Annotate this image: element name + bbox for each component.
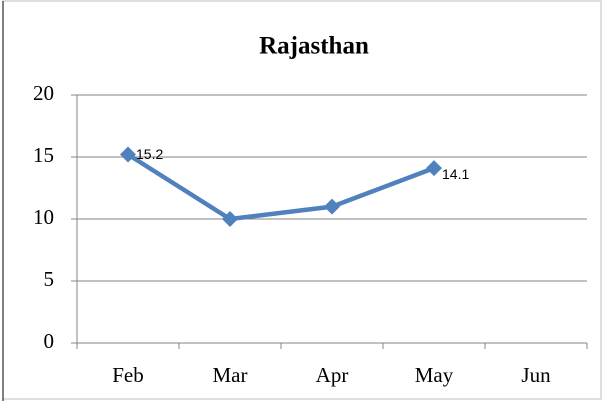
x-tick-label: May (415, 363, 454, 387)
x-tick-label: Mar (213, 363, 248, 387)
marker (120, 146, 136, 163)
x-tick-label: Apr (316, 363, 349, 387)
marker (222, 211, 238, 227)
y-tick-label: 5 (44, 267, 55, 291)
x-tick-label: Jun (521, 363, 551, 387)
x-tick-label: Feb (112, 363, 144, 387)
marker (426, 160, 442, 177)
marker (324, 198, 340, 215)
series-line (126, 152, 435, 222)
y-tick-label: 20 (33, 81, 54, 105)
data-label: 14.1 (442, 166, 469, 182)
y-tick-label: 15 (33, 143, 54, 167)
y-tick-label: 10 (33, 205, 54, 229)
data-label: 15.2 (136, 146, 163, 162)
chart-title: Rajasthan (259, 33, 369, 60)
y-tick-label: 0 (44, 329, 55, 353)
